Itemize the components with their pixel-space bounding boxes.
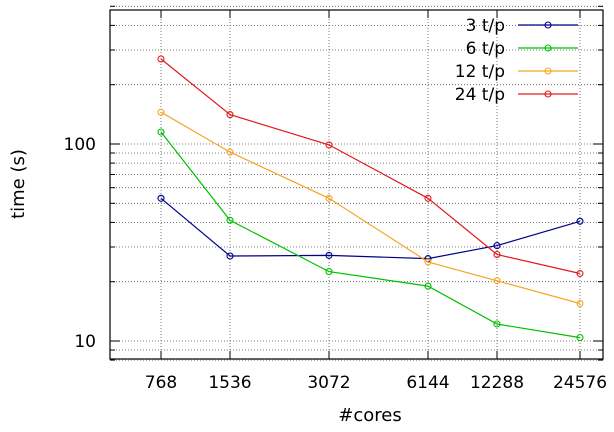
data-point bbox=[226, 148, 234, 156]
legend-marker bbox=[544, 90, 552, 98]
data-point bbox=[424, 194, 432, 202]
series-line bbox=[160, 111, 581, 305]
x-tick-label: 1536 bbox=[208, 373, 251, 393]
series-line bbox=[160, 58, 581, 275]
grid-lines bbox=[110, 5, 603, 361]
y-axis: 10 100 bbox=[64, 5, 603, 361]
data-point bbox=[325, 141, 333, 149]
x-axis: 768 1536 3072 6144 12288 24576 bbox=[145, 10, 607, 393]
data-point bbox=[576, 299, 584, 308]
legend-marker bbox=[544, 67, 552, 75]
data-point bbox=[493, 242, 501, 250]
data-point bbox=[325, 251, 333, 259]
x-tick-label: 6144 bbox=[406, 373, 449, 393]
series-layer bbox=[157, 55, 584, 342]
data-point bbox=[157, 55, 165, 63]
series-3-t-p bbox=[157, 194, 584, 263]
series-6-t-p bbox=[157, 128, 584, 342]
data-point bbox=[576, 334, 584, 342]
plot-frame bbox=[109, 9, 604, 360]
series-12-t-p bbox=[157, 108, 584, 308]
data-point bbox=[226, 216, 234, 224]
y-tick-label: 100 bbox=[64, 135, 96, 155]
data-point bbox=[325, 268, 333, 276]
data-point bbox=[493, 320, 501, 328]
legend: 3 t/p 6 t/p 12 t/p 24 t/p bbox=[455, 16, 578, 105]
x-tick-label: 3072 bbox=[307, 373, 350, 393]
data-point bbox=[576, 217, 584, 225]
data-point bbox=[424, 282, 432, 290]
series-line bbox=[160, 131, 581, 339]
data-point bbox=[157, 194, 165, 202]
data-point bbox=[325, 194, 333, 202]
x-tick-label: 768 bbox=[145, 373, 177, 393]
data-point bbox=[226, 111, 234, 119]
y-tick-label: 10 bbox=[74, 332, 96, 352]
y-axis-label: time (s) bbox=[8, 149, 29, 219]
x-tick-label: 24576 bbox=[553, 373, 607, 393]
series-line bbox=[160, 197, 581, 260]
data-point bbox=[157, 108, 165, 116]
legend-marker bbox=[544, 21, 552, 29]
x-tick-label: 12288 bbox=[470, 373, 524, 393]
legend-label: 3 t/p bbox=[466, 16, 505, 36]
series-24-t-p bbox=[157, 55, 584, 278]
data-point bbox=[157, 128, 165, 136]
data-point bbox=[493, 250, 501, 259]
legend-label: 24 t/p bbox=[455, 85, 505, 105]
data-point bbox=[226, 252, 234, 260]
data-point bbox=[576, 269, 584, 278]
legend-label: 12 t/p bbox=[455, 62, 505, 82]
data-point bbox=[493, 277, 501, 285]
legend-label: 6 t/p bbox=[466, 39, 505, 59]
x-axis-label: #cores bbox=[338, 405, 401, 426]
data-point bbox=[424, 258, 432, 266]
legend-marker bbox=[544, 44, 552, 52]
